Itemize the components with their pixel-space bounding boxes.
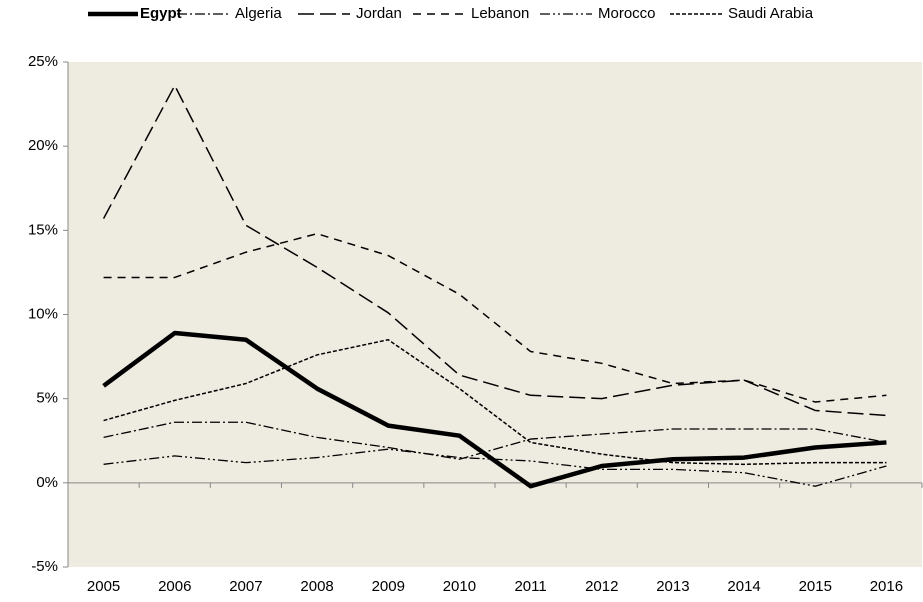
x-tick-label: 2008 xyxy=(300,578,333,595)
x-tick-label: 2009 xyxy=(372,578,405,595)
series-line xyxy=(103,421,887,460)
y-tick-label: 5% xyxy=(36,390,58,407)
x-tick-label: 2014 xyxy=(727,578,760,595)
legend-label: Egypt xyxy=(140,5,182,22)
x-tick-label: 2015 xyxy=(799,578,832,595)
x-tick-label: 2006 xyxy=(158,578,191,595)
y-tick-label: -5% xyxy=(31,558,58,575)
x-tick-label: 2005 xyxy=(87,578,120,595)
y-tick-label: 0% xyxy=(36,474,58,491)
y-tick-label: 10% xyxy=(28,305,58,322)
x-tick-label: 2010 xyxy=(443,578,476,595)
series-line xyxy=(102,330,887,489)
plot-area xyxy=(68,62,922,567)
x-tick-label: 2016 xyxy=(870,578,903,595)
x-tick-label: 2012 xyxy=(585,578,618,595)
legend-label: Jordan xyxy=(356,5,402,22)
legend-label: Lebanon xyxy=(471,5,529,22)
series-line xyxy=(103,448,887,487)
series-line xyxy=(103,339,887,466)
y-tick-label: 15% xyxy=(28,221,58,238)
series-line xyxy=(102,84,887,417)
y-tick-label: 20% xyxy=(28,137,58,154)
legend-label: Saudi Arabia xyxy=(728,5,814,22)
legend-label: Morocco xyxy=(598,5,656,22)
legend-label: Algeria xyxy=(235,5,282,22)
x-tick-label: 2013 xyxy=(656,578,689,595)
x-tick-label: 2007 xyxy=(229,578,262,595)
series-line xyxy=(103,232,887,403)
x-tick-label: 2011 xyxy=(514,578,546,595)
y-tick-label: 25% xyxy=(28,53,58,70)
